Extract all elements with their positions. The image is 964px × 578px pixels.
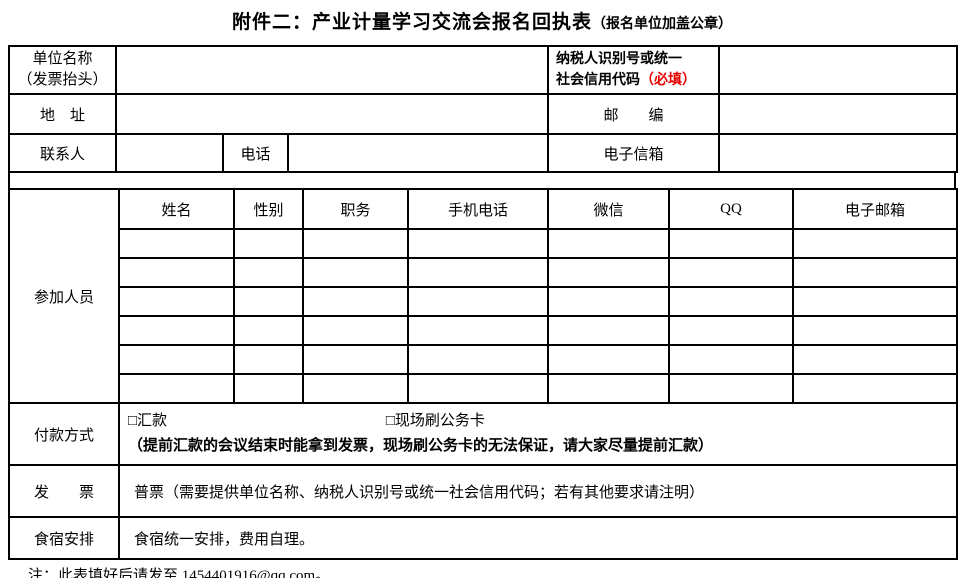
participant-cell[interactable]: [407, 373, 549, 404]
participant-cell[interactable]: [302, 228, 409, 259]
participant-cell[interactable]: [118, 344, 235, 375]
accommodation-row: 食宿安排 食宿统一安排，费用自理。: [8, 516, 958, 560]
col-header-wechat: 微信: [547, 188, 670, 230]
invoice-row: 发 票 普票（需要提供单位名称、纳税人识别号或统一社会信用代码；若有其他要求请注…: [8, 464, 958, 518]
tax-id-label: 纳税人识别号或统一 社会信用代码（必填）: [547, 45, 721, 95]
participant-cell[interactable]: [302, 257, 409, 288]
participant-cell[interactable]: [118, 315, 235, 346]
participant-cell[interactable]: [118, 286, 235, 317]
payment-option-remittance-checkbox[interactable]: □汇款: [128, 413, 168, 429]
participant-cell[interactable]: [407, 344, 549, 375]
participant-cell[interactable]: [668, 257, 794, 288]
participant-row: [9, 373, 958, 404]
payment-option-card-checkbox[interactable]: □现场刷公务卡: [385, 413, 485, 429]
participants-section-label: 参加人员: [8, 188, 120, 404]
invoice-label: 发 票: [8, 464, 120, 518]
participant-cell[interactable]: [233, 315, 304, 346]
participant-cell[interactable]: [547, 228, 670, 259]
participant-cell[interactable]: [407, 315, 549, 346]
participant-cell[interactable]: [668, 286, 794, 317]
participants-header-row: 参加人员 姓名 性别 职务 手机电话 微信 QQ 电子邮箱: [8, 188, 958, 404]
payment-label: 付款方式: [8, 402, 120, 466]
participant-cell[interactable]: [407, 286, 549, 317]
participant-cell[interactable]: [547, 344, 670, 375]
unit-name-field[interactable]: [114, 45, 550, 95]
participant-cell[interactable]: [792, 344, 958, 375]
participant-cell[interactable]: [118, 373, 235, 404]
info-table: 单位名称 （发票抬头） 纳税人识别号或统一 社会信用代码（必填） 地 址 邮 编…: [8, 45, 959, 173]
participant-cell[interactable]: [407, 228, 549, 259]
participant-cell[interactable]: [233, 373, 304, 404]
payment-options-cell: □汇款 □现场刷公务卡 （提前汇款的会议结束时能拿到发票，现场刷公务卡的无法保证…: [118, 402, 958, 466]
participant-cell[interactable]: [668, 315, 794, 346]
participant-row: [9, 257, 958, 288]
table-spacer: [8, 173, 956, 188]
participant-cell[interactable]: [407, 257, 549, 288]
payment-row: 付款方式 □汇款 □现场刷公务卡 （提前汇款的会议结束时能拿到发票，现场刷公务卡…: [8, 402, 958, 466]
participant-cell[interactable]: [233, 257, 304, 288]
required-badge: （必填）: [640, 73, 697, 88]
contact-name-field[interactable]: [115, 133, 224, 173]
payment-note: （提前汇款的会议结束时能拿到发票，现场刷公务卡的无法保证，请大家尽量提前汇款）: [128, 438, 714, 454]
page-title: 附件二：产业计量学习交流会报名回执表（报名单位加盖公章）: [0, 0, 964, 39]
accommodation-label: 食宿安排: [8, 516, 120, 560]
invoice-content: 普票（需要提供单位名称、纳税人识别号或统一社会信用代码；若有其他要求请注明）: [118, 464, 958, 518]
participant-cell[interactable]: [547, 286, 670, 317]
participant-row: [9, 228, 958, 259]
email-label: 电子信箱: [547, 133, 721, 173]
participant-cell[interactable]: [547, 257, 670, 288]
unit-row: 单位名称 （发票抬头） 纳税人识别号或统一 社会信用代码（必填）: [8, 45, 959, 95]
participant-row: [9, 344, 958, 375]
participant-cell[interactable]: [792, 315, 958, 346]
form-body: 单位名称 （发票抬头） 纳税人识别号或统一 社会信用代码（必填） 地 址 邮 编…: [8, 45, 959, 560]
participant-cell[interactable]: [233, 344, 304, 375]
phone-label: 电话: [222, 133, 289, 173]
participant-cell[interactable]: [233, 286, 304, 317]
participant-cell[interactable]: [547, 315, 670, 346]
participants-table: 参加人员 姓名 性别 职务 手机电话 微信 QQ 电子邮箱: [8, 188, 958, 560]
col-header-name: 姓名: [118, 188, 235, 230]
page-title-main: 附件二：产业计量学习交流会报名回执表: [231, 12, 592, 33]
participant-cell[interactable]: [668, 373, 794, 404]
participant-cell[interactable]: [233, 228, 304, 259]
participant-cell[interactable]: [302, 286, 409, 317]
unit-name-label: 单位名称 （发票抬头）: [8, 45, 117, 95]
participant-cell[interactable]: [547, 373, 670, 404]
participant-cell[interactable]: [792, 286, 958, 317]
address-row: 地 址 邮 编: [8, 93, 959, 135]
zip-label: 邮 编: [547, 93, 721, 135]
participant-cell[interactable]: [118, 228, 235, 259]
participant-cell[interactable]: [668, 344, 794, 375]
participant-row: [9, 286, 958, 317]
participant-cell[interactable]: [302, 344, 409, 375]
participant-cell[interactable]: [302, 373, 409, 404]
participant-cell[interactable]: [792, 373, 958, 404]
contact-phone-field[interactable]: [286, 133, 550, 173]
participant-cell[interactable]: [668, 228, 794, 259]
participant-cell[interactable]: [792, 257, 958, 288]
footnote: 注：此表填好后请发至 1454401916@qq.com。: [28, 568, 331, 578]
col-header-qq: QQ: [668, 188, 794, 230]
col-header-mobile: 手机电话: [407, 188, 549, 230]
col-header-position: 职务: [302, 188, 409, 230]
participant-cell[interactable]: [302, 315, 409, 346]
participant-cell[interactable]: [792, 228, 958, 259]
col-header-gender: 性别: [233, 188, 304, 230]
accommodation-content: 食宿统一安排，费用自理。: [118, 516, 958, 560]
tax-id-field[interactable]: [718, 45, 959, 95]
zip-field[interactable]: [718, 93, 959, 135]
address-field[interactable]: [114, 93, 550, 135]
contact-label: 联系人: [8, 133, 117, 173]
contact-email-field[interactable]: [718, 133, 959, 173]
participant-row: [9, 315, 958, 346]
col-header-email: 电子邮箱: [792, 188, 958, 230]
address-label: 地 址: [8, 93, 117, 135]
participant-cell[interactable]: [118, 257, 235, 288]
contact-row: 联系人 电话 电子信箱: [8, 133, 959, 173]
page-title-suffix: （报名单位加盖公章）: [592, 17, 732, 32]
